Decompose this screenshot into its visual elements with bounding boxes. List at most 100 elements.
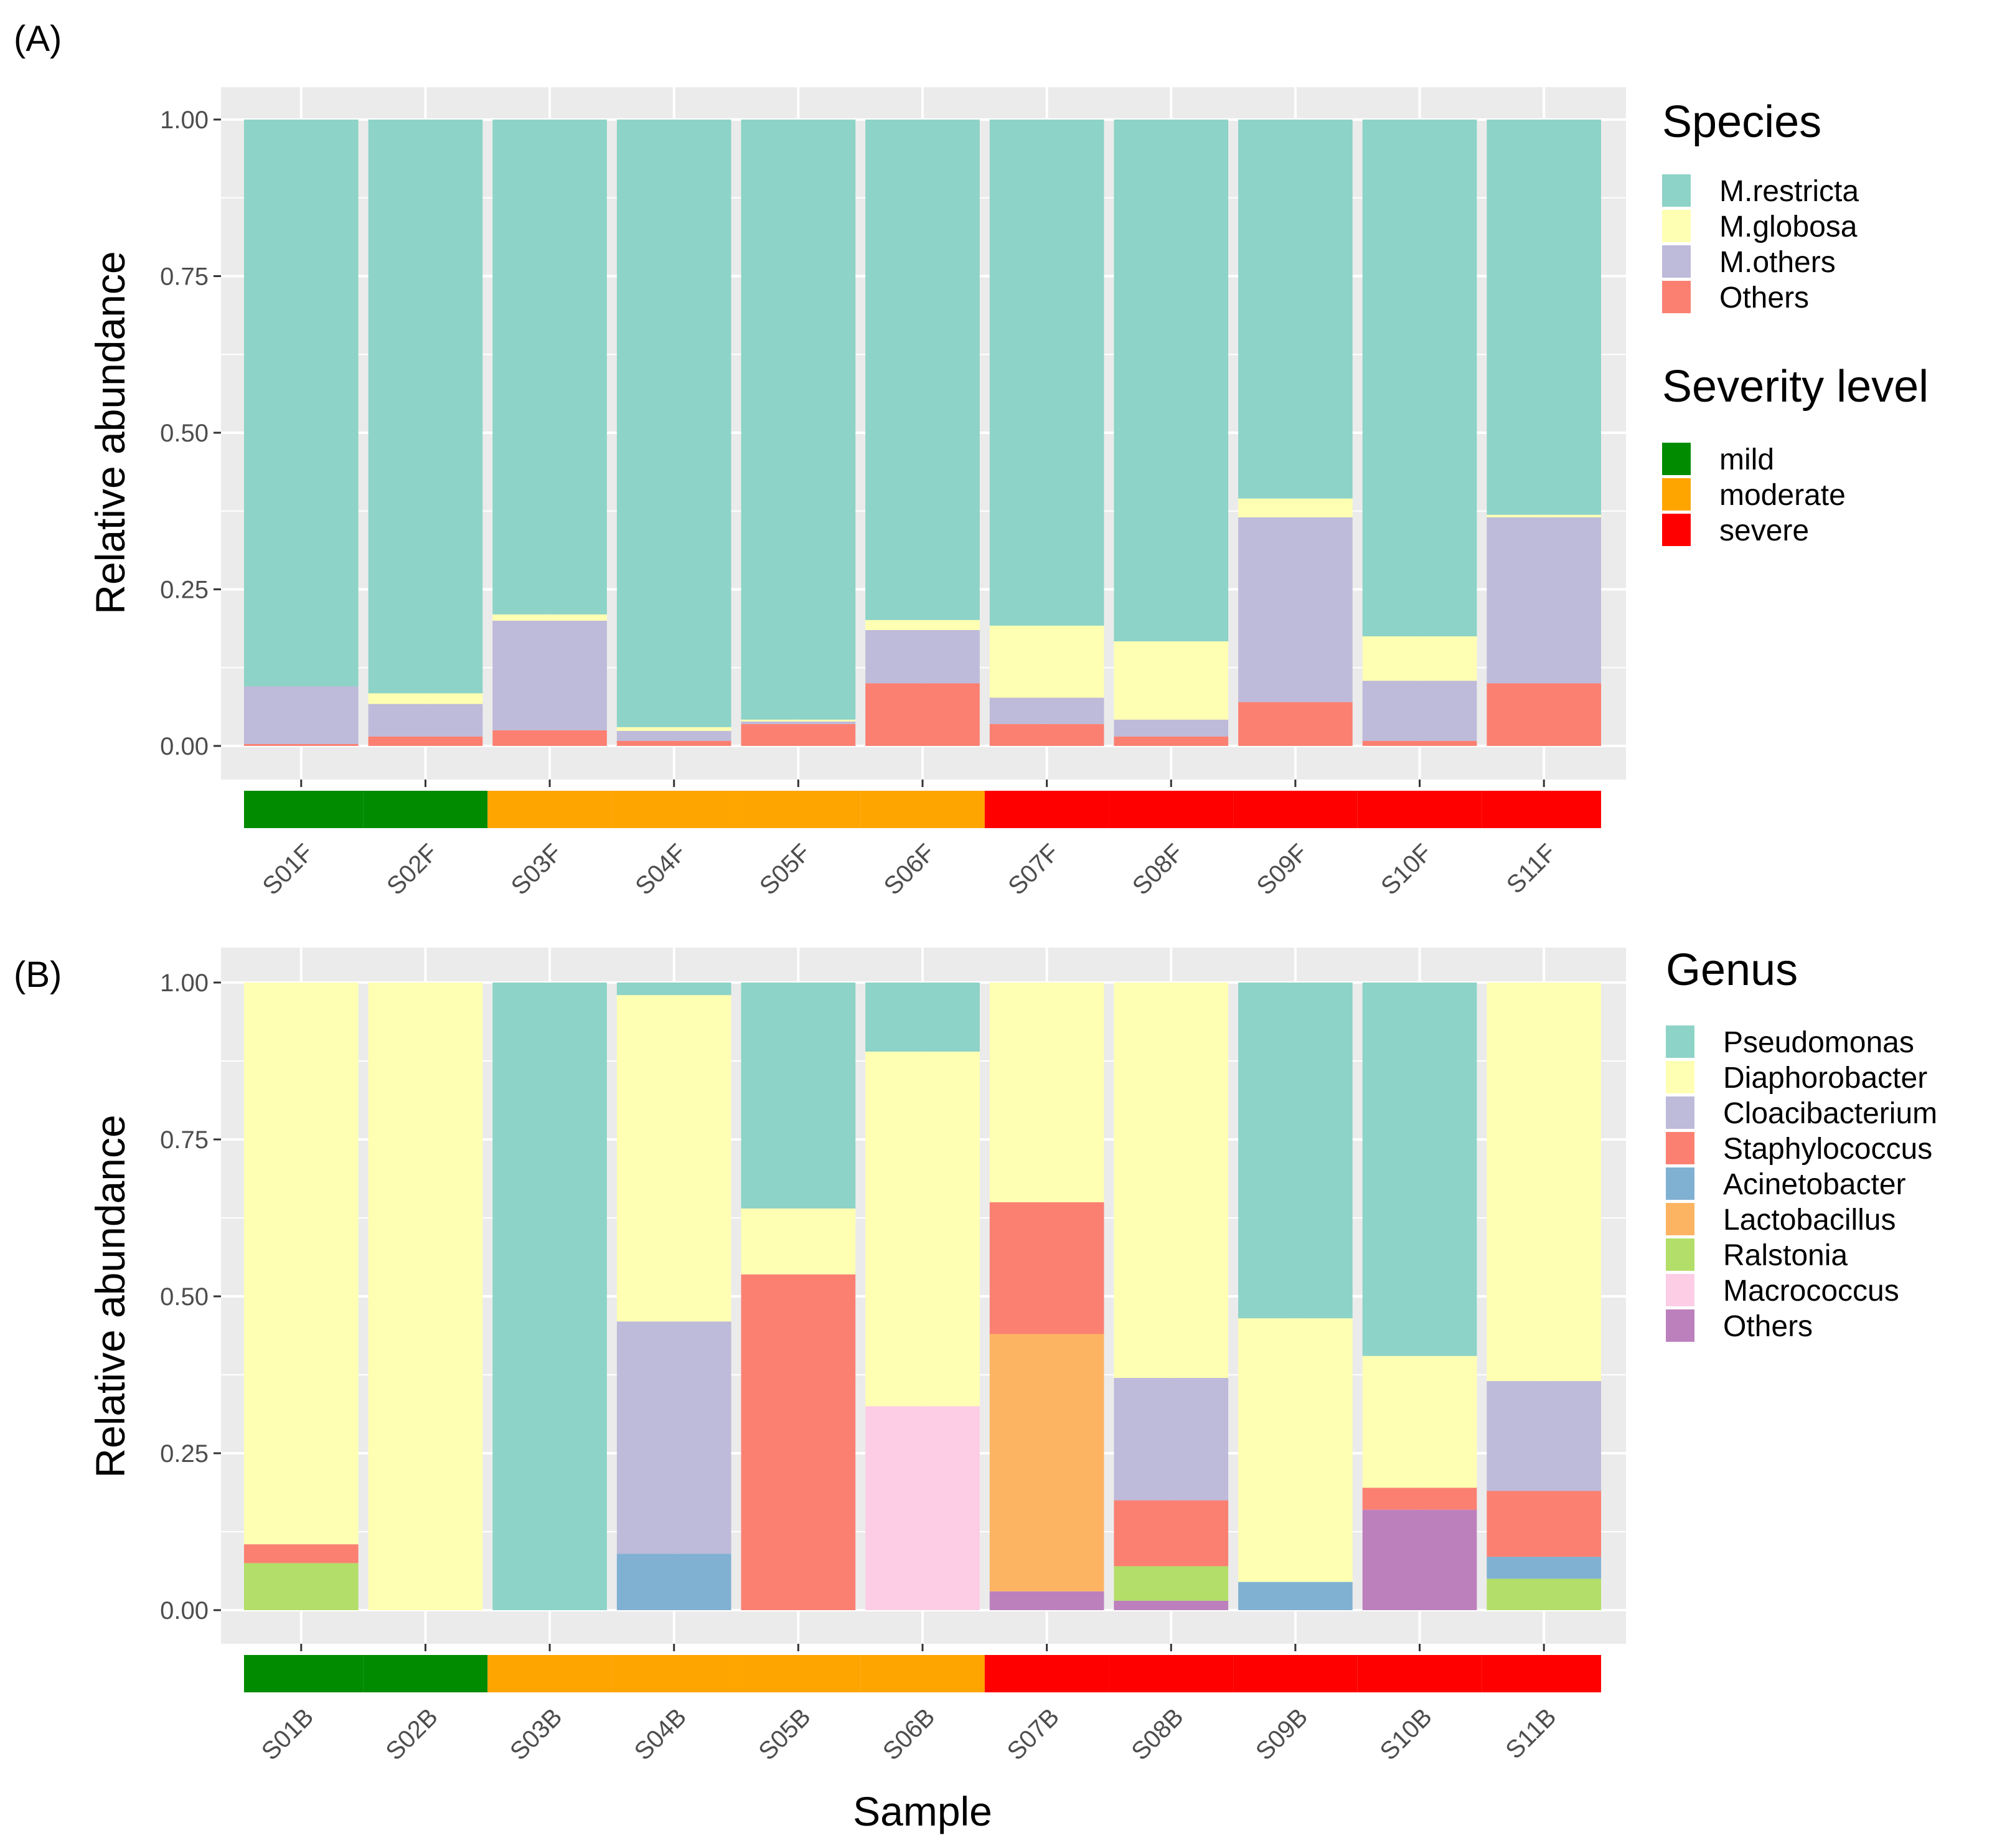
severity-strip-S07B — [984, 1655, 1109, 1692]
legend-label-Diaphorobacter: Diaphorobacter — [1723, 1062, 1927, 1095]
bar-S01F-M.restricta[interactable]: S01F · M.restricta: 0.905 — [243, 120, 359, 687]
bar-S03B-Pseudomonas[interactable]: S03B · Pseudomonas: 1 — [492, 983, 607, 1610]
bar-S06F-M.restricta[interactable]: S06F · M.restricta: 0.799 — [865, 120, 980, 620]
bar-S04F-M.restricta[interactable]: S04F · M.restricta: 0.97 — [616, 120, 731, 727]
bar-S08B-Cloacibacterium[interactable]: S08B · Cloacibacterium: 0.195 — [1114, 1378, 1229, 1501]
y-tick-label: 0.00 — [160, 733, 209, 760]
bar-S08F-M.others[interactable]: S08F · M.others: 0.027 — [1114, 719, 1229, 737]
bar-S08B-Staphylococcus[interactable]: S08B · Staphylococcus: 0.105 — [1114, 1500, 1229, 1567]
bar-S05F-M.others[interactable]: S05F · M.others: 0.004 — [741, 721, 856, 724]
bar-S10B-Pseudomonas[interactable]: S10B · Pseudomonas: 0.595 — [1362, 983, 1477, 1356]
bar-S09B-Diaphorobacter[interactable]: S09B · Diaphorobacter: 0.42 — [1238, 1318, 1353, 1582]
bar-S10B-Others[interactable]: S10B · Others: 0.16 — [1362, 1509, 1477, 1610]
x-tick-label: S03B — [505, 1703, 567, 1765]
bar-S09F-M.restricta[interactable]: S09F · M.restricta: 0.605 — [1238, 120, 1353, 499]
bar-S08B-Ralstonia[interactable]: S08B · Ralstonia: 0.055 — [1114, 1566, 1229, 1601]
severity-strip-S05F — [736, 791, 861, 828]
bar-S03F-M.restricta[interactable]: S03F · M.restricta: 0.79 — [492, 120, 607, 615]
bar-S11F-M.restricta[interactable]: S11F · M.restricta: 0.631 — [1487, 120, 1602, 515]
x-tick-label: S09B — [1251, 1703, 1313, 1765]
legend-swatch-M.restricta — [1662, 174, 1691, 207]
bar-S09B-Acinetobacter[interactable]: S09B · Acinetobacter: 0.045 — [1238, 1582, 1353, 1610]
bar-S06F-Others[interactable]: S06F · Others: 0.1 — [865, 683, 980, 746]
bar-S09F-M.globosa[interactable]: S09F · M.globosa: 0.03 — [1238, 498, 1353, 517]
bar-S08B-Others[interactable]: S08B · Others: 0.015 — [1114, 1600, 1229, 1610]
bar-S01B-Diaphorobacter[interactable]: S01B · Diaphorobacter: 0.895 — [243, 983, 359, 1545]
bar-S09F-M.others[interactable]: S09F · M.others: 0.295 — [1238, 517, 1353, 702]
bar-S07B-Lactobacillus[interactable]: S07B · Lactobacillus: 0.41 — [989, 1334, 1104, 1591]
bar-S11B-Acinetobacter[interactable]: S11B · Acinetobacter: 0.035 — [1487, 1557, 1602, 1579]
bar-S02F-M.globosa[interactable]: S02F · M.globosa: 0.017 — [368, 693, 483, 704]
bar-S08F-M.globosa[interactable]: S08F · M.globosa: 0.125 — [1114, 641, 1229, 720]
legend-b: Genus PseudomonasDiaphorobacterCloacibact… — [1666, 945, 1937, 1343]
bar-S07B-Diaphorobacter[interactable]: S07B · Diaphorobacter: 0.35 — [989, 983, 1104, 1202]
bar-S03F-M.globosa[interactable]: S03F · M.globosa: 0.01 — [492, 614, 607, 621]
bar-S07B-Staphylococcus[interactable]: S07B · Staphylococcus: 0.21 — [989, 1202, 1104, 1334]
bar-S04B-Cloacibacterium[interactable]: S04B · Cloacibacterium: 0.37 — [616, 1321, 731, 1554]
bar-S10F-M.others[interactable]: S10F · M.others: 0.096 — [1362, 681, 1477, 741]
bar-S06B-Macrococcus[interactable]: S06B · Macrococcus: 0.325 — [865, 1406, 980, 1610]
y-axis-title: Relative abundance — [87, 251, 133, 614]
severity-strip-S06B — [860, 1655, 985, 1692]
bar-S05F-M.globosa[interactable]: S05F · M.globosa: 0.003 — [741, 719, 856, 722]
bar-S09B-Pseudomonas[interactable]: S09B · Pseudomonas: 0.535 — [1238, 983, 1353, 1319]
bar-S07F-M.restricta[interactable]: S07F · M.restricta: 0.808 — [989, 120, 1104, 626]
bar-S08F-Others[interactable]: S08F · Others: 0.015 — [1114, 736, 1229, 746]
x-tick-label: S09F — [1252, 839, 1313, 900]
severity-strip-S09F — [1233, 791, 1358, 828]
bar-S07F-Others[interactable]: S07F · Others: 0.035 — [989, 724, 1104, 746]
bar-S04B-Diaphorobacter[interactable]: S04B · Diaphorobacter: 0.52 — [616, 995, 731, 1322]
bar-S10F-M.globosa[interactable]: S10F · M.globosa: 0.071 — [1362, 636, 1477, 681]
bar-S01B-Staphylococcus[interactable]: S01B · Staphylococcus: 0.03 — [243, 1544, 359, 1563]
bar-S10B-Staphylococcus[interactable]: S10B · Staphylococcus: 0.035 — [1362, 1487, 1477, 1510]
bar-S01F-Others[interactable]: S01F · Others: 0.003 — [243, 743, 359, 746]
legend-swatch-Ralstonia — [1666, 1238, 1694, 1271]
severity-swatch-severe — [1662, 514, 1691, 546]
bar-S08F-M.restricta[interactable]: S08F · M.restricta: 0.833 — [1114, 120, 1229, 641]
legend-swatch-Staphylococcus — [1666, 1132, 1694, 1164]
bar-S05F-Others[interactable]: S05F · Others: 0.035 — [741, 724, 856, 746]
severity-strip-S11B — [1482, 1655, 1602, 1692]
bar-S03F-Others[interactable]: S03F · Others: 0.025 — [492, 730, 607, 746]
bar-S11F-M.others[interactable]: S11F · M.others: 0.265 — [1487, 517, 1602, 684]
x-tick-label: S04B — [629, 1703, 692, 1765]
bar-S02B-Diaphorobacter[interactable]: S02B · Diaphorobacter: 1 — [368, 983, 483, 1610]
legend-label-M.globosa: M.globosa — [1719, 210, 1858, 243]
bar-S08B-Diaphorobacter[interactable]: S08B · Diaphorobacter: 0.63 — [1114, 983, 1229, 1379]
bar-S01F-M.others[interactable]: S01F · M.others: 0.092 — [243, 686, 359, 744]
bar-S06B-Pseudomonas[interactable]: S06B · Pseudomonas: 0.11 — [865, 983, 980, 1052]
bar-S11B-Staphylococcus[interactable]: S11B · Staphylococcus: 0.105 — [1487, 1491, 1602, 1557]
bar-S02F-M.others[interactable]: S02F · M.others: 0.052 — [368, 704, 483, 737]
bar-S10F-M.restricta[interactable]: S10F · M.restricta: 0.825 — [1362, 120, 1477, 636]
bar-S05B-Diaphorobacter[interactable]: S05B · Diaphorobacter: 0.105 — [741, 1208, 856, 1275]
bar-S11F-M.globosa[interactable]: S11F · M.globosa: 0.004 — [1487, 514, 1602, 517]
bar-S07F-M.others[interactable]: S07F · M.others: 0.042 — [989, 697, 1104, 724]
severity-strip-S10B — [1357, 1655, 1482, 1692]
bar-S05B-Pseudomonas[interactable]: S05B · Pseudomonas: 0.36 — [741, 983, 856, 1209]
bar-S04F-M.globosa[interactable]: S04F · M.globosa: 0.006 — [616, 727, 731, 731]
bar-S06F-M.globosa[interactable]: S06F · M.globosa: 0.016 — [865, 620, 980, 630]
bar-S02F-M.restricta[interactable]: S02F · M.restricta: 0.916 — [368, 120, 483, 694]
bar-S02F-Others[interactable]: S02F · Others: 0.015 — [368, 736, 483, 746]
x-tick-label: S06B — [878, 1703, 940, 1765]
bar-S04B-Pseudomonas[interactable]: S04B · Pseudomonas: 0.02 — [616, 983, 731, 996]
bar-S04F-M.others[interactable]: S04F · M.others: 0.016 — [616, 730, 731, 741]
bar-S04F-Others[interactable]: S04F · Others: 0.008 — [616, 740, 731, 746]
bar-S06B-Diaphorobacter[interactable]: S06B · Diaphorobacter: 0.565 — [865, 1051, 980, 1407]
bar-S03F-M.others[interactable]: S03F · M.others: 0.175 — [492, 620, 607, 730]
bar-S11B-Ralstonia[interactable]: S11B · Ralstonia: 0.05 — [1487, 1578, 1602, 1610]
x-tick-label: S06F — [879, 839, 941, 900]
bar-S10B-Diaphorobacter[interactable]: S10B · Diaphorobacter: 0.21 — [1362, 1355, 1477, 1488]
bar-S01B-Ralstonia[interactable]: S01B · Ralstonia: 0.075 — [243, 1563, 359, 1610]
bar-S07F-M.globosa[interactable]: S07F · M.globosa: 0.115 — [989, 625, 1104, 698]
bar-S05B-Staphylococcus[interactable]: S05B · Staphylococcus: 0.535 — [741, 1274, 856, 1610]
bar-S11B-Diaphorobacter[interactable]: S11B · Diaphorobacter: 0.635 — [1487, 983, 1602, 1382]
bar-S06F-M.others[interactable]: S06F · M.others: 0.085 — [865, 629, 980, 684]
bar-S09F-Others[interactable]: S09F · Others: 0.07 — [1238, 702, 1353, 746]
bar-S07B-Others[interactable]: S07B · Others: 0.03 — [989, 1591, 1104, 1610]
bar-S04B-Acinetobacter[interactable]: S04B · Acinetobacter: 0.09 — [616, 1553, 731, 1610]
bar-S11F-Others[interactable]: S11F · Others: 0.1 — [1487, 683, 1602, 746]
bar-S10F-Others[interactable]: S10F · Others: 0.008 — [1362, 740, 1477, 746]
bar-S11B-Cloacibacterium[interactable]: S11B · Cloacibacterium: 0.175 — [1487, 1381, 1602, 1491]
bar-S05F-M.restricta[interactable]: S05F · M.restricta: 0.958 — [741, 120, 856, 720]
